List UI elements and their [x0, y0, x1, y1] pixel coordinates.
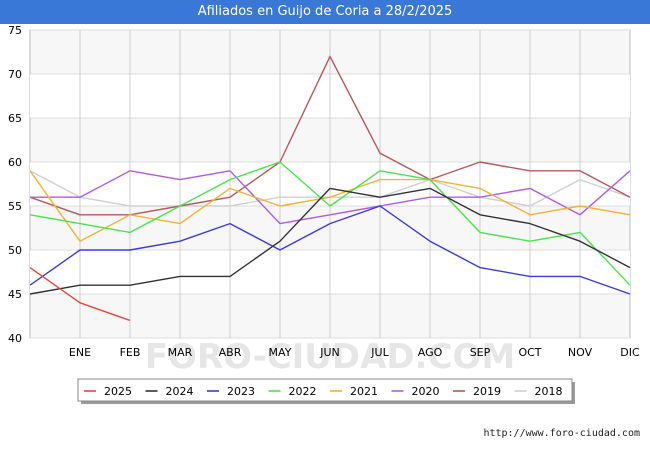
watermark: FORO-CIUDAD.COM	[145, 337, 516, 377]
legend-label-2024: 2024	[166, 385, 194, 398]
x-tick-label: MAR	[168, 346, 193, 359]
series-line-2024	[29, 187, 631, 295]
legend-label-2020: 2020	[412, 385, 440, 398]
y-tick-label: 55	[8, 200, 22, 213]
series-line-2021	[29, 170, 631, 242]
y-tick-label: 75	[8, 24, 22, 37]
legend: 2025 2024 2023 2022 2021 2020 2019 2018	[77, 378, 575, 404]
x-tick-label: JUL	[370, 346, 389, 359]
x-tick-label: AGO	[418, 346, 443, 359]
y-axis-ticks: 40 45 50 55 60 65 70 75	[8, 24, 22, 345]
footer-url[interactable]: http://www.foro-ciudad.com	[483, 428, 640, 439]
y-tick-label: 45	[8, 288, 22, 301]
legend-label-2023: 2023	[227, 385, 255, 398]
x-tick-label: SEP	[470, 346, 491, 359]
x-tick-label: ENE	[69, 346, 91, 359]
legend-label-2022: 2022	[289, 385, 317, 398]
data-series	[29, 55, 631, 322]
legend-label-2019: 2019	[473, 385, 501, 398]
legend-label-2018: 2018	[535, 385, 563, 398]
y-tick-label: 50	[8, 244, 22, 257]
legend-label-2021: 2021	[350, 385, 378, 398]
x-tick-label: NOV	[568, 346, 593, 359]
legend-box	[77, 378, 573, 402]
series-line-2025	[29, 267, 131, 322]
chart-title: Afiliados en Guijo de Coria a 28/2/2025	[0, 0, 650, 24]
y-tick-label: 60	[8, 156, 22, 169]
x-tick-label: OCT	[518, 346, 541, 359]
y-tick-label: 65	[8, 112, 22, 125]
series-line-2020	[30, 170, 631, 225]
x-tick-label: JUN	[319, 346, 340, 359]
x-tick-label: DIC	[620, 346, 640, 359]
series-line-2022	[29, 161, 631, 286]
x-tick-label: MAY	[269, 346, 292, 359]
series-line-2023	[29, 205, 631, 295]
y-tick-label: 70	[8, 68, 22, 81]
y-tick-label: 40	[8, 332, 22, 345]
x-axis-ticks: ENE FEB MAR ABR MAY JUN JUL AGO SEP OCT NOV DIC	[69, 346, 640, 359]
x-tick-label: FEB	[120, 346, 141, 359]
x-tick-label: ABR	[219, 346, 242, 359]
legend-label-2025: 2025	[104, 385, 132, 398]
